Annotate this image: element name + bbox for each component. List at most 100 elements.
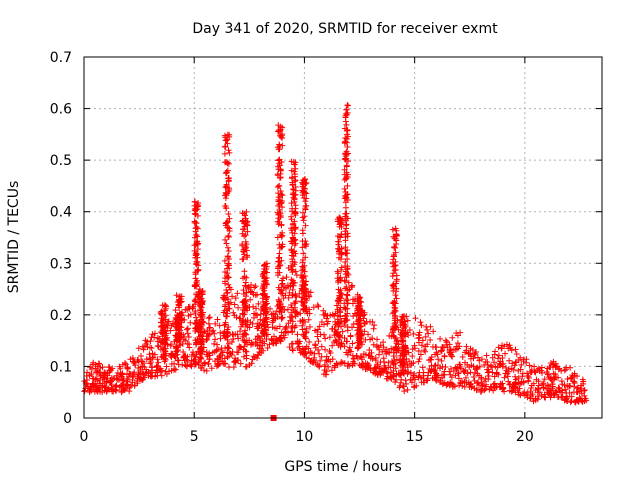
data-point	[390, 260, 397, 267]
data-point	[289, 181, 296, 188]
data-point	[347, 332, 354, 339]
data-point	[191, 282, 198, 289]
data-point	[344, 102, 351, 109]
data-point	[231, 355, 238, 362]
data-point	[259, 285, 266, 292]
data-point	[303, 325, 310, 332]
data-point	[409, 353, 416, 360]
data-point	[499, 361, 506, 368]
data-point	[338, 323, 345, 330]
data-point	[230, 309, 237, 316]
data-point	[250, 353, 257, 360]
data-point	[536, 389, 543, 396]
data-point	[224, 349, 231, 356]
data-point	[226, 284, 233, 291]
data-point	[261, 301, 268, 308]
data-point	[221, 143, 228, 150]
data-point	[576, 394, 583, 401]
data-point	[189, 349, 196, 356]
data-point	[226, 353, 233, 360]
data-point	[183, 326, 190, 333]
data-point	[438, 357, 445, 364]
data-point	[393, 356, 400, 363]
data-point	[301, 303, 308, 310]
data-point	[390, 300, 397, 307]
data-point	[341, 343, 348, 350]
data-point	[221, 150, 228, 157]
data-point	[518, 379, 525, 386]
data-point	[454, 332, 461, 339]
data-point	[288, 266, 295, 273]
data-point	[293, 294, 300, 301]
data-point	[344, 144, 351, 151]
data-point	[515, 375, 522, 382]
data-point	[176, 334, 183, 341]
data-point	[225, 188, 232, 195]
data-point	[276, 245, 283, 252]
data-point	[194, 337, 201, 344]
data-point	[300, 250, 307, 257]
data-point	[252, 336, 259, 343]
data-point	[391, 251, 398, 258]
data-point	[223, 330, 230, 337]
data-point	[224, 329, 231, 336]
data-point	[101, 383, 108, 390]
data-point	[291, 171, 298, 178]
data-point	[342, 278, 349, 285]
data-point	[224, 344, 231, 351]
data-point	[387, 373, 394, 380]
data-point	[199, 314, 206, 321]
data-point	[323, 357, 330, 364]
data-point	[241, 311, 248, 318]
data-point	[403, 313, 410, 320]
data-point	[233, 314, 240, 321]
data-point	[454, 340, 461, 347]
data-point	[520, 358, 527, 365]
data-point	[288, 200, 295, 207]
data-point	[276, 323, 283, 330]
data-point	[501, 343, 508, 350]
data-point	[279, 204, 286, 211]
data-point	[429, 343, 436, 350]
data-point	[243, 241, 250, 248]
data-point	[393, 280, 400, 287]
data-point	[349, 340, 356, 347]
data-point	[289, 249, 296, 256]
data-point	[288, 216, 295, 223]
y-tick-label: 0.3	[50, 256, 72, 272]
data-point	[437, 377, 444, 384]
data-point	[243, 293, 250, 300]
data-point	[143, 356, 150, 363]
data-point	[243, 322, 250, 329]
data-point	[151, 330, 158, 337]
data-point	[312, 344, 319, 351]
data-point	[307, 289, 314, 296]
data-point	[564, 382, 571, 389]
data-point	[192, 360, 199, 367]
data-point	[452, 364, 459, 371]
data-point	[264, 344, 271, 351]
data-point	[305, 316, 312, 323]
data-point	[363, 363, 370, 370]
data-point	[193, 224, 200, 231]
data-point	[299, 259, 306, 266]
data-point	[345, 279, 352, 286]
data-point	[223, 240, 230, 247]
data-point	[240, 317, 247, 324]
data-point	[390, 325, 397, 332]
data-point	[343, 274, 350, 281]
data-point	[244, 228, 251, 235]
data-point	[491, 380, 498, 387]
data-point	[224, 290, 231, 297]
data-point	[471, 369, 478, 376]
data-point	[390, 346, 397, 353]
data-point	[479, 382, 486, 389]
data-point	[343, 148, 350, 155]
data-point	[274, 183, 281, 190]
data-point	[198, 341, 205, 348]
data-point	[343, 162, 350, 169]
data-point	[299, 317, 306, 324]
data-point	[301, 177, 308, 184]
data-point	[222, 184, 229, 191]
